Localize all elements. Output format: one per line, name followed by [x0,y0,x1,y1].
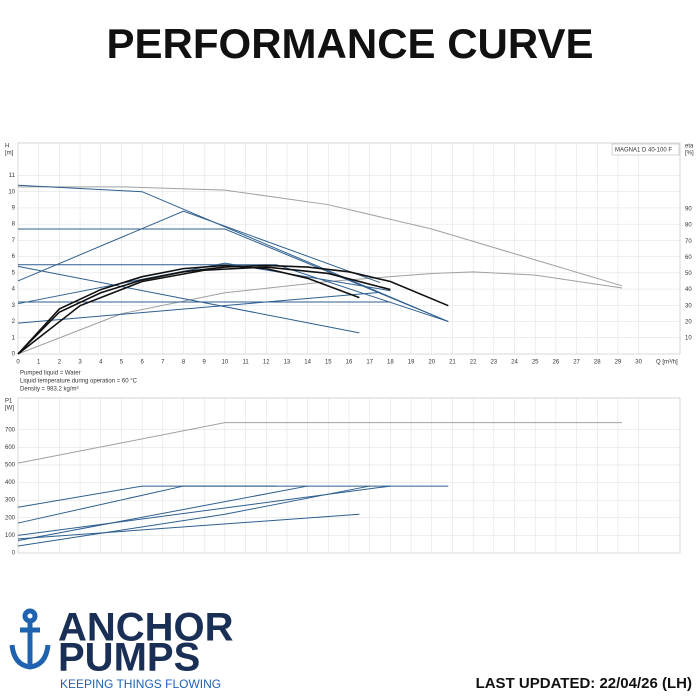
y-tick-label: 200 [5,515,16,521]
y-axis-label: H [5,144,9,150]
x-tick-label: 30 [635,360,642,366]
y-tick-label: 0 [12,352,16,358]
series-line [17,210,381,284]
series-line [17,271,623,355]
y2-tick-label: 10 [685,335,692,341]
x-tick-label: 6 [140,360,144,366]
note: Liquid temperature during operation = 60… [20,379,138,385]
x-tick-label: 10 [222,360,229,366]
x-tick-label: 4 [99,360,103,366]
y-axis-unit: [W] [5,406,14,412]
y-tick-label: 11 [9,173,16,179]
y2-tick-label: 70 [685,239,692,245]
logo-icon [9,608,51,670]
x-tick-label: 23 [490,360,497,366]
y2-axis-label: eta [685,144,694,150]
series-line [17,264,449,355]
x-tick-label: 28 [594,360,601,366]
y2-tick-label: 90 [685,207,692,213]
logo-line1: ANCHOR [58,606,234,650]
x-tick-label: 11 [242,360,249,366]
x-tick-label: 21 [449,360,456,366]
logo-tagline: KEEPING THINGS FLOWING [60,677,221,691]
series-line [17,485,449,508]
series-line [17,262,391,305]
y2-tick-label: 20 [685,319,692,325]
y-tick-label: 0 [12,551,16,557]
series-line [17,265,360,334]
y-tick-label: 300 [5,498,16,504]
x-tick-label: 3 [78,360,82,366]
y-tick-label: 1 [12,335,16,341]
x-tick-label: 24 [511,360,518,366]
series-line [18,228,449,323]
last-updated: LAST UPDATED: 22/04/26 (LH) [476,675,692,692]
y-axis-label: P1 [5,399,13,405]
y-axis-unit: [m] [5,151,14,157]
x-tick-label: 0 [16,360,20,366]
series-line [18,264,449,323]
series-line [17,291,381,324]
logo-line2: PUMPS [58,636,200,680]
x-tick-label: 8 [182,360,186,366]
x-tick-label: 13 [284,360,291,366]
series-line [17,264,360,355]
y-tick-label: 400 [5,480,16,486]
y-tick-label: 4 [12,287,16,293]
y-tick-label: 500 [5,463,16,469]
series-line [18,186,623,287]
y-tick-label: 5 [12,270,16,276]
x-tick-label: 12 [263,360,270,366]
x-tick-label: 27 [573,360,580,366]
x-tick-label: 16 [346,360,353,366]
series-line [17,485,308,542]
page-title: PERFORMANCE CURVE [107,20,594,67]
x-tick-label: 29 [615,360,622,366]
x-tick-label: 25 [532,360,539,366]
y-tick-label: 7 [12,238,16,244]
x-tick-label: 9 [203,360,207,366]
x-tick-label: 1 [37,360,41,366]
y2-tick-label: 30 [685,303,692,309]
y-tick-label: 2 [12,319,16,325]
x-tick-label: 15 [325,360,332,366]
y-tick-label: 10 [8,189,15,195]
y-tick-label: 100 [5,533,16,539]
y-tick-label: 3 [12,303,16,309]
note: Pumped liquid = Water [20,371,81,377]
x-tick-label: 7 [161,360,165,366]
y-tick-label: 600 [5,445,16,451]
x-tick-label: 20 [428,360,435,366]
y2-tick-label: 40 [685,287,692,293]
y-tick-label: 9 [12,206,16,212]
x-tick-label: 5 [120,360,124,366]
x-tick-label: 26 [553,360,560,366]
x-tick-label: 14 [304,360,311,366]
legend-text: MAGNA1 D 40-100 F [615,148,672,154]
y2-tick-label: 50 [685,271,692,277]
x-tick-label: 17 [366,360,373,366]
series-line [17,485,277,524]
x-tick-label: 2 [58,360,62,366]
x-tick-label: 18 [387,360,394,366]
legend-box [611,143,680,156]
y-tick-label: 700 [5,427,16,433]
y2-tick-label: 80 [685,223,692,229]
y-tick-label: 6 [12,254,16,260]
y2-axis-unit: [%] [685,151,694,157]
series-line [17,485,370,547]
x-axis-label: Q [m³/h] [656,360,678,366]
y2-tick-label: 60 [685,255,692,261]
note: Density = 983.2 kg/m³ [20,387,79,393]
y-tick-label: 8 [12,222,16,228]
series-line [17,266,391,355]
x-tick-label: 22 [470,360,477,366]
series-line [17,422,623,464]
x-tick-label: 19 [408,360,415,366]
series-line [17,513,360,540]
